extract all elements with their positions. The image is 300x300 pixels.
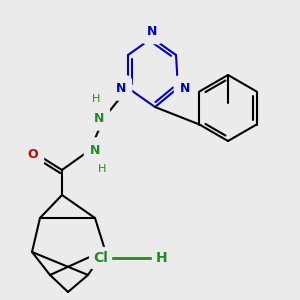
Text: O: O xyxy=(27,148,38,161)
Text: H: H xyxy=(98,164,106,174)
Text: N: N xyxy=(116,82,126,94)
Text: N: N xyxy=(180,82,190,94)
Text: H: H xyxy=(156,251,168,265)
Text: N: N xyxy=(90,143,101,157)
Text: N: N xyxy=(147,25,157,38)
Text: N: N xyxy=(94,112,104,124)
Text: H: H xyxy=(92,94,100,104)
Text: Cl: Cl xyxy=(93,251,108,265)
